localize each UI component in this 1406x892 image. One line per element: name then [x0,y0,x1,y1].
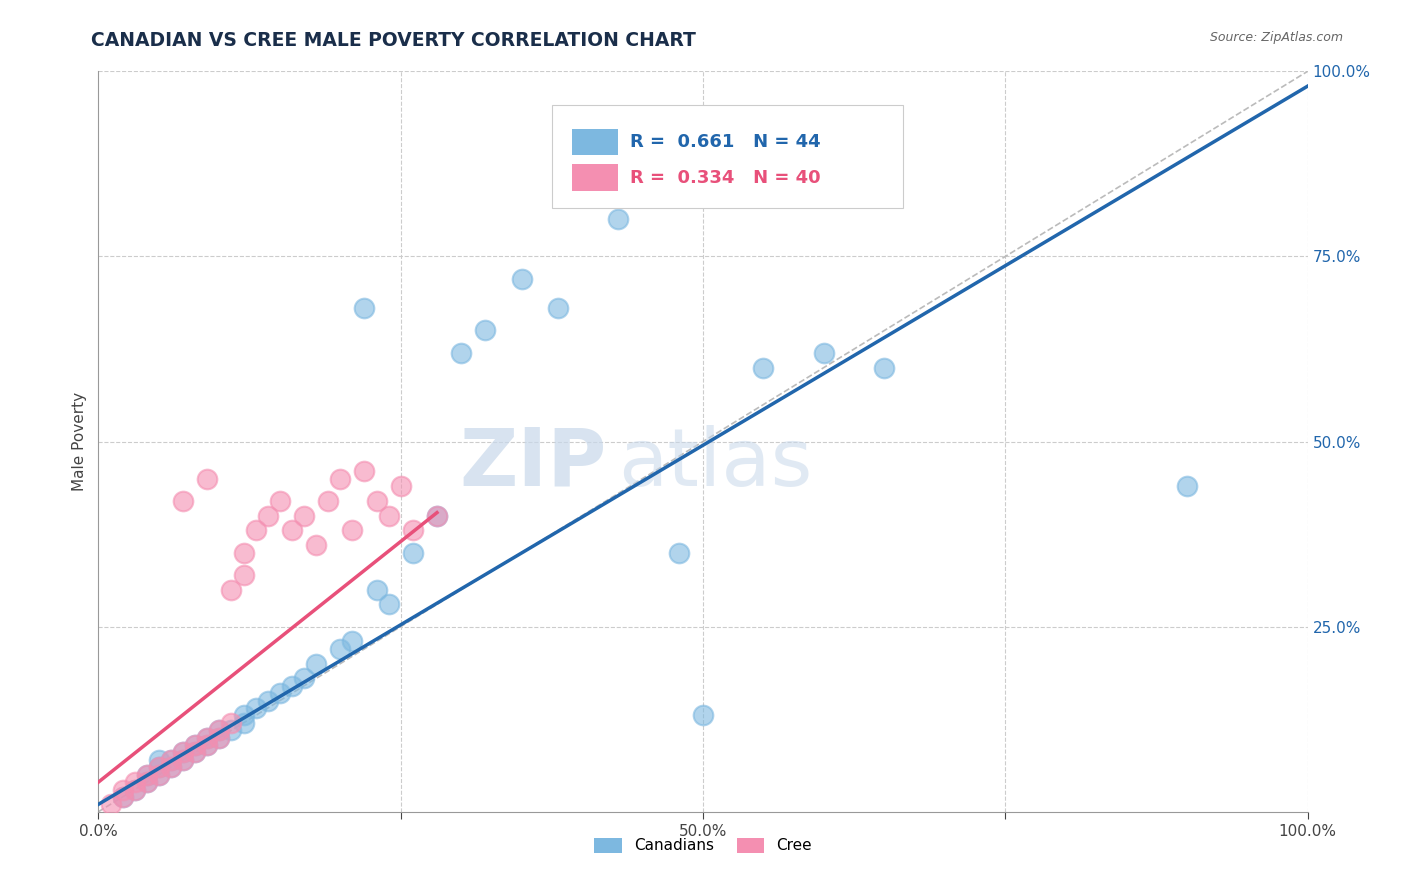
Point [172,753,194,767]
Point [752,360,775,375]
Point [256,694,278,708]
Point [160,760,183,774]
Point [208,731,231,745]
Point [208,731,231,745]
Point [329,641,352,656]
Point [292,508,315,523]
Point [111,782,134,797]
Point [221,723,243,738]
Text: R =  0.661   N = 44: R = 0.661 N = 44 [630,133,821,151]
Point [813,345,835,359]
Point [232,567,254,582]
Point [269,686,291,700]
Point [184,738,207,752]
Point [172,493,194,508]
Point [124,775,146,789]
FancyBboxPatch shape [551,104,903,209]
Point [160,753,183,767]
Point [366,493,388,508]
Point [342,524,364,538]
Text: ZIP: ZIP [458,425,606,503]
Point [316,493,339,508]
Point [208,723,231,738]
Point [124,782,146,797]
Point [232,715,254,730]
Point [124,782,146,797]
Point [245,701,267,715]
Point [195,731,218,745]
Point [281,524,304,538]
Point [172,746,194,760]
Point [426,508,449,523]
Point [329,471,352,485]
Point [111,789,134,804]
Point [292,672,315,686]
Point [135,767,157,781]
Point [450,345,472,359]
Point [305,657,328,671]
Point [221,715,243,730]
Bar [572,164,619,191]
Point [377,598,399,612]
Point [305,538,328,552]
Point [184,738,207,752]
Point [402,546,425,560]
Text: Source: ZipAtlas.com: Source: ZipAtlas.com [1209,31,1343,45]
Y-axis label: Male Poverty: Male Poverty [72,392,87,491]
Point [208,723,231,738]
Point [668,546,690,560]
Text: R =  0.334   N = 40: R = 0.334 N = 40 [630,169,821,186]
Point [873,360,896,375]
Point [389,479,412,493]
Bar [572,128,619,155]
Point [426,508,449,523]
Point [160,760,183,774]
Point [474,324,496,338]
Point [100,797,122,812]
Point [245,524,267,538]
Point [547,301,569,316]
Point [342,634,364,648]
Point [184,746,207,760]
Point [353,301,375,316]
Point [172,753,194,767]
Point [160,753,183,767]
Point [195,731,218,745]
Point [184,746,207,760]
Point [135,767,157,781]
Point [232,708,254,723]
Point [148,760,170,774]
Point [510,271,533,285]
Point [402,524,425,538]
Text: CANADIAN VS CREE MALE POVERTY CORRELATION CHART: CANADIAN VS CREE MALE POVERTY CORRELATIO… [91,31,696,50]
Point [195,471,218,485]
Point [692,708,714,723]
Point [377,508,399,523]
Point [232,546,254,560]
Point [148,767,170,781]
Point [221,582,243,597]
Point [148,767,170,781]
Point [135,775,157,789]
Point [111,789,134,804]
Point [353,464,375,478]
Text: atlas: atlas [619,425,813,503]
Point [172,746,194,760]
Point [1175,479,1198,493]
Point [135,775,157,789]
Legend: Canadians, Cree: Canadians, Cree [588,831,818,860]
Point [281,679,304,693]
Point [148,760,170,774]
Point [195,738,218,752]
Point [366,582,388,597]
Point [256,508,278,523]
Point [195,738,218,752]
Point [148,753,170,767]
Point [269,493,291,508]
Point [607,212,630,227]
